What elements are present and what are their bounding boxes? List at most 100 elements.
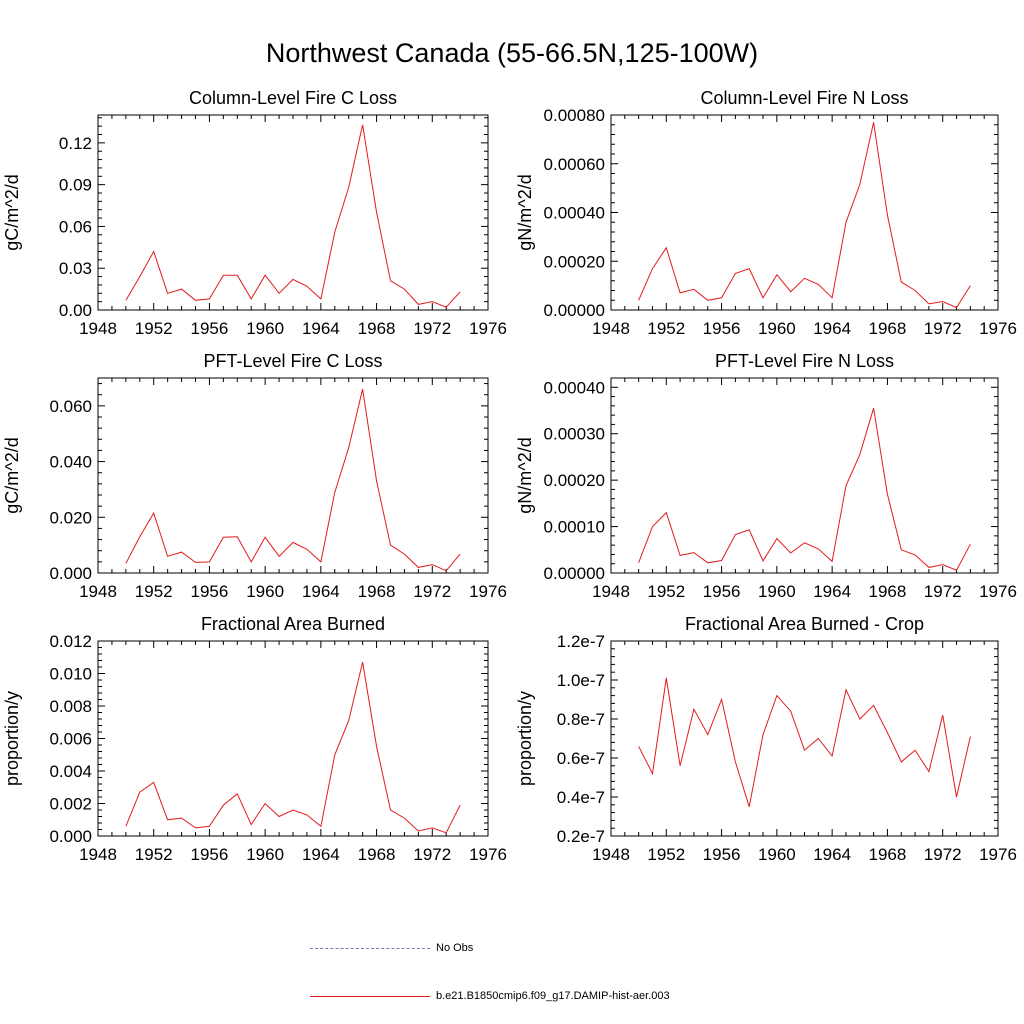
y-axis-label-6: proportion/y [515,691,535,786]
x-tick-label: 1960 [758,582,796,601]
x-tick-label: 1960 [758,319,796,338]
x-tick-label: 1972 [924,845,962,864]
x-tick-label: 1948 [79,582,117,601]
x-tick-label: 1972 [924,582,962,601]
plot-frame-6 [610,640,999,837]
figure-title: Northwest Canada (55-66.5N,125-100W) [265,38,759,68]
x-tick-label: 1964 [813,319,851,338]
x-tick-label: 1968 [869,582,907,601]
y-axis-label-1: gC/m^2/d [2,174,22,250]
x-tick-label: 1948 [79,845,117,864]
x-tick-label: 1976 [979,582,1017,601]
panel-title-2: Column-Level Fire N Loss [700,88,908,108]
x-tick-label: 1952 [647,319,685,338]
y-tick-label: 0.020 [49,508,92,527]
series-line-3-1 [125,388,461,572]
y-axis-label-4: gN/m^2/d [515,437,535,513]
legend-swatch-dashed [310,947,430,949]
y-tick-label: 1.0e-7 [557,671,605,690]
y-tick-label: 0.010 [49,665,92,684]
x-tick-label: 1956 [703,319,741,338]
plot-frame-2 [610,114,999,311]
x-tick-label: 1960 [246,319,284,338]
legend-item-no-obs: No Obs [310,942,473,954]
x-tick-label: 1972 [924,319,962,338]
x-tick-label: 1952 [135,582,173,601]
series-line-6-1 [638,677,971,807]
y-tick-label: 0.00080 [544,106,605,125]
y-tick-label: 0.00010 [544,518,605,537]
x-tick-label: 1964 [302,845,340,864]
x-tick-label: 1968 [358,319,396,338]
y-tick-label: 0.4e-7 [557,788,605,807]
y-tick-label: 0.8e-7 [557,710,605,729]
panel-title-4: PFT-Level Fire N Loss [715,351,894,371]
x-tick-label: 1956 [191,319,229,338]
x-tick-label: 1968 [358,845,396,864]
panel-title-3: PFT-Level Fire C Loss [203,351,382,371]
series-line-2-1 [638,122,971,309]
plot-frame-4 [610,377,999,574]
x-tick-label: 1956 [191,582,229,601]
x-tick-label: 1948 [592,845,630,864]
x-tick-label: 1964 [302,319,340,338]
y-axis-label-2: gN/m^2/d [515,174,535,250]
y-tick-label: 0.008 [49,697,92,716]
legend-label-model-run: b.e21.B1850cmip6.f09_g17.DAMIP-hist-aer.… [436,990,670,1002]
x-tick-label: 1964 [813,845,851,864]
x-tick-label: 1960 [246,582,284,601]
plot-frame-3 [97,377,489,574]
x-tick-label: 1956 [703,582,741,601]
series-line-5-1 [125,661,461,834]
y-tick-label: 0.002 [49,795,92,814]
x-tick-label: 1976 [469,319,507,338]
y-tick-label: 0.000 [49,564,92,583]
x-tick-label: 1976 [469,582,507,601]
y-tick-label: 0.12 [59,134,92,153]
series-line-1-1 [125,124,461,308]
x-tick-label: 1964 [302,582,340,601]
x-tick-label: 1952 [647,845,685,864]
x-tick-label: 1948 [592,582,630,601]
y-tick-label: 0.00000 [544,301,605,320]
y-tick-label: 0.000 [49,827,92,846]
x-tick-label: 1968 [358,582,396,601]
x-tick-label: 1956 [191,845,229,864]
x-tick-label: 1952 [135,319,173,338]
panel-title-5: Fractional Area Burned [201,614,385,634]
y-tick-label: 0.00040 [544,378,605,397]
x-tick-label: 1972 [413,319,451,338]
y-tick-label: 0.03 [59,259,92,278]
y-tick-label: 0.060 [49,397,92,416]
y-axis-label-3: gC/m^2/d [2,437,22,513]
series-line-4-1 [638,408,971,571]
panel-title-6: Fractional Area Burned - Crop [685,614,924,634]
x-tick-label: 1968 [869,845,907,864]
y-tick-label: 0.00040 [544,204,605,223]
x-tick-label: 1976 [979,845,1017,864]
y-tick-label: 0.2e-7 [557,827,605,846]
y-tick-label: 0.040 [49,453,92,472]
x-tick-label: 1948 [592,319,630,338]
y-tick-label: 0.00060 [544,155,605,174]
y-tick-label: 0.004 [49,762,92,781]
x-tick-label: 1952 [135,845,173,864]
x-tick-label: 1948 [79,319,117,338]
y-tick-label: 1.2e-7 [557,632,605,651]
x-tick-label: 1952 [647,582,685,601]
legend-item-model-run: b.e21.B1850cmip6.f09_g17.DAMIP-hist-aer.… [310,990,670,1002]
y-tick-label: 0.09 [59,176,92,195]
y-tick-label: 0.06 [59,217,92,236]
y-tick-label: 0.00030 [544,425,605,444]
x-tick-label: 1976 [979,319,1017,338]
x-tick-label: 1968 [869,319,907,338]
x-tick-label: 1960 [758,845,796,864]
plot-frame-1 [97,114,489,311]
legend-label-no-obs: No Obs [436,942,474,954]
y-tick-label: 0.00020 [544,252,605,271]
x-tick-label: 1960 [246,845,284,864]
y-tick-label: 0.006 [49,730,92,749]
y-tick-label: 0.00000 [544,564,605,583]
x-tick-label: 1976 [469,845,507,864]
